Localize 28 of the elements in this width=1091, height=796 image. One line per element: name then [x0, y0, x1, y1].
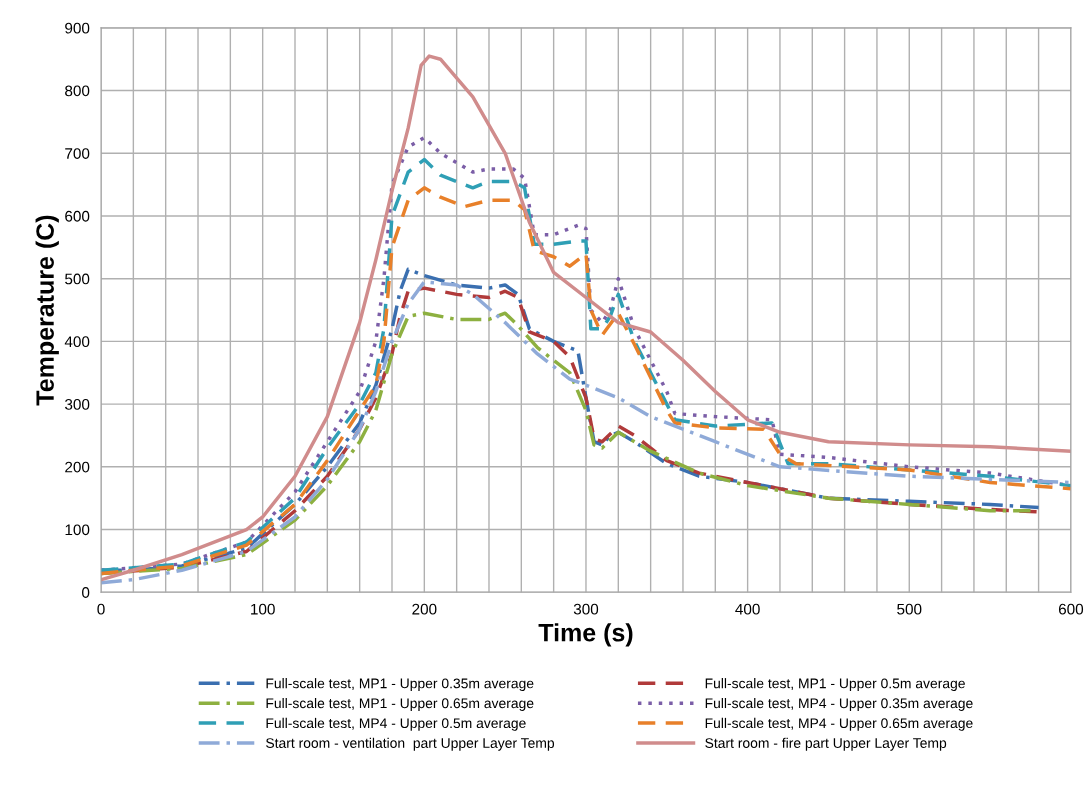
y-tick-label: 400: [64, 336, 90, 348]
y-tick-label: 200: [65, 461, 90, 473]
y-tick-label: 100: [65, 524, 90, 536]
legend-label: Full-scale test, MP1 - Upper 0.35m average: [266, 678, 534, 692]
y-tick-label: 500: [65, 273, 90, 285]
y-axis-title: Temperature (C): [35, 215, 59, 406]
legend-label: Full-scale test, MP1 - Upper 0.65m average: [266, 697, 534, 711]
y-tick-label: 600: [65, 210, 90, 222]
x-tick-label: 200: [412, 603, 437, 615]
legend-label: Start room - ventilation part Upper Layer Temp: [266, 737, 555, 751]
x-tick-label: 0: [97, 603, 105, 615]
x-tick-label: 500: [897, 603, 922, 615]
y-tick-label: 700: [65, 148, 90, 159]
line-series: [101, 54, 1071, 582]
legend-label: Full-scale test, MP4 - Upper 0.35m average: [705, 697, 973, 711]
x-tick-label: 400: [735, 603, 760, 615]
y-tick-label: 300: [65, 398, 90, 410]
legend-label: Start room - fire part Upper Layer Temp: [705, 737, 947, 751]
legend-label: Full-scale test, MP4 - Upper 0.65m average: [705, 717, 973, 731]
x-tick-label: 300: [573, 603, 599, 615]
x-tick-label: 600: [1058, 603, 1084, 615]
legend-label: Full-scale test, MP4 - Upper 0.5m average: [266, 717, 526, 731]
legend-label: Full-scale test, MP1 - Upper 0.5m average: [705, 678, 965, 692]
y-tick-label: 900: [65, 22, 90, 34]
y-tick-label: 0: [82, 587, 90, 598]
x-axis-title: Time (s): [538, 623, 633, 647]
y-tick-label: 800: [65, 85, 90, 97]
x-tick-label: 100: [251, 603, 275, 615]
